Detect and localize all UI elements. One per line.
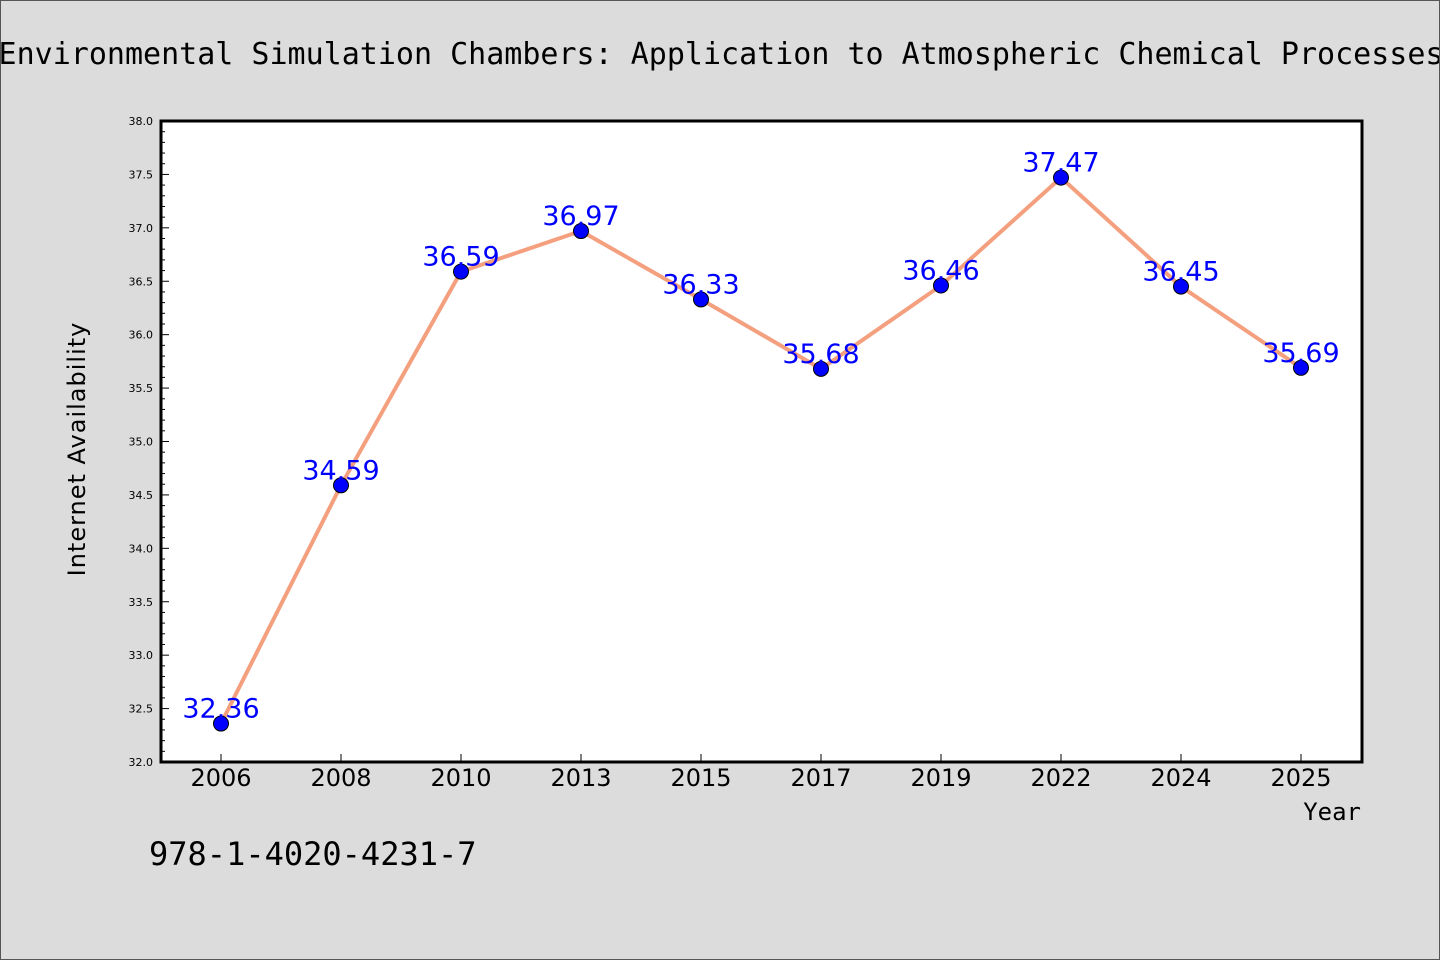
data-point [333, 477, 349, 494]
x-tick-label: 2015 [670, 764, 731, 792]
y-tick-label: 38.0 [129, 115, 154, 128]
x-axis-label: Year [1303, 798, 1361, 826]
y-tick-label: 37.0 [129, 222, 154, 235]
x-tick-label: 2006 [190, 764, 251, 792]
data-point [213, 715, 229, 732]
data-value-label: 36.45 [1142, 257, 1219, 288]
data-value-label: 34.59 [302, 455, 379, 486]
data-point [1173, 278, 1189, 295]
x-tick-label: 2017 [790, 764, 851, 792]
series-line-group [219, 175, 1303, 725]
y-tick-label: 35.5 [129, 382, 154, 395]
data-point [813, 360, 829, 377]
data-value-label: 36.59 [422, 242, 499, 273]
y-tick-label: 37.5 [129, 168, 154, 181]
chart-title: Environmental Simulation Chambers: Appli… [1, 37, 1439, 72]
data-labels: 32.36 34.59 36.59 36.97 36.33 35.68 36.46 37.47… [182, 148, 1339, 725]
y-axis-label: Internet Availability [63, 322, 91, 577]
data-point [933, 277, 949, 294]
data-value-label: 36.46 [902, 256, 979, 287]
data-value-label: 35.69 [1262, 338, 1339, 369]
data-markers [213, 169, 1309, 732]
x-tick-label: 2022 [1030, 764, 1091, 792]
y-tick-label: 32.0 [129, 756, 154, 769]
y-tick-label: 36.5 [129, 275, 154, 288]
data-value-label: 36.33 [662, 269, 739, 300]
y-axis-ticks: 32.0 32.5 33.0 33.5 34.0 34.5 35.0 35.5 36.0 36.5… [129, 115, 169, 769]
plot-area [159, 119, 1364, 764]
y-tick-label: 34.5 [129, 489, 154, 502]
x-tick-label: 2010 [430, 764, 491, 792]
data-value-label: 32.36 [182, 694, 259, 725]
data-point [693, 291, 709, 308]
isbn-footer: 978-1-4020-4231-7 [149, 835, 477, 873]
y-tick-label: 35.0 [129, 436, 154, 449]
x-tick-label: 2025 [1270, 764, 1331, 792]
y-tick-label: 32.5 [129, 703, 154, 716]
series-line [219, 175, 1303, 725]
x-tick-label: 2013 [550, 764, 611, 792]
y-tick-label: 33.0 [129, 649, 154, 662]
y-tick-label: 34.0 [129, 542, 154, 555]
data-point [453, 263, 469, 280]
data-value-label: 35.68 [782, 339, 859, 370]
data-value-label: 36.97 [542, 201, 619, 232]
y-tick-label: 33.5 [129, 596, 154, 609]
x-tick-label: 2008 [310, 764, 371, 792]
x-tick-label: 2024 [1150, 764, 1211, 792]
y-tick-label: 36.0 [129, 329, 154, 342]
x-axis-ticks: 2006 2008 2010 2013 2015 2017 2019 2022 2024 2025 [190, 754, 1332, 792]
x-tick-label: 2019 [910, 764, 971, 792]
data-point [1293, 359, 1309, 376]
data-point [573, 223, 589, 240]
data-value-label: 37.47 [1022, 148, 1099, 179]
data-point [1053, 169, 1069, 186]
